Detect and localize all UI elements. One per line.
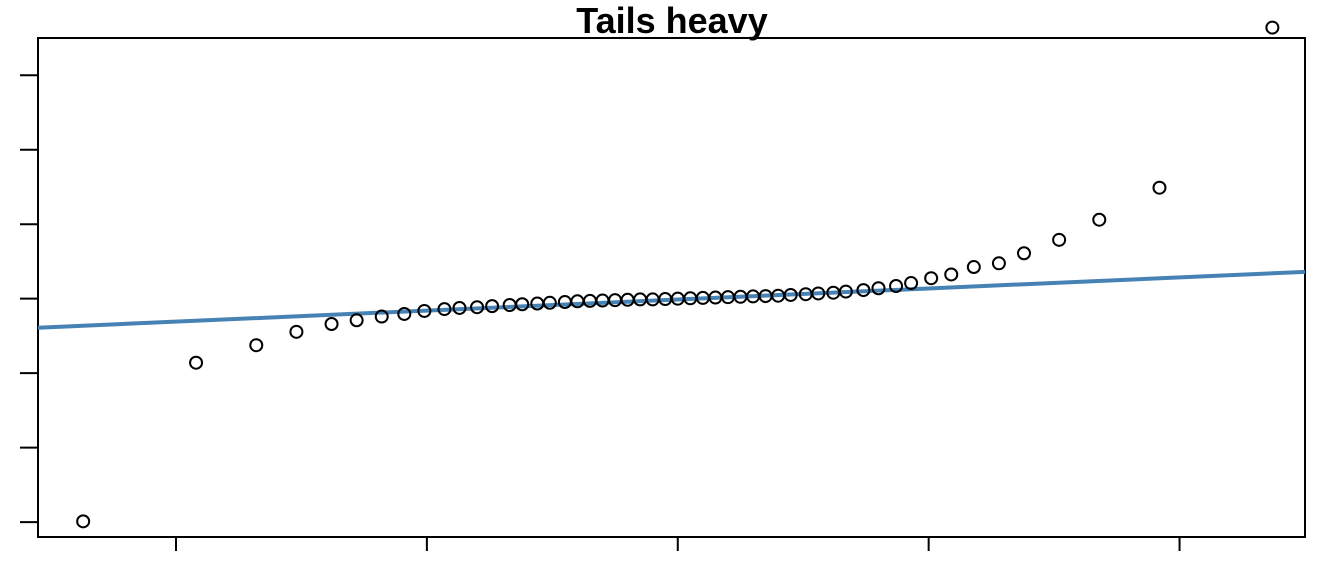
data-point <box>189 355 204 370</box>
data-point <box>289 324 304 339</box>
data-point <box>76 514 91 529</box>
data-point <box>437 302 452 317</box>
data-point <box>838 284 853 299</box>
data-point <box>904 276 919 291</box>
data-point <box>944 267 959 282</box>
data-point <box>811 286 826 301</box>
data-point <box>856 283 871 298</box>
x-axis-ticks <box>174 537 1181 551</box>
data-point <box>966 260 981 275</box>
data-point <box>1152 180 1167 195</box>
data-point <box>374 309 389 324</box>
data-point <box>349 313 364 328</box>
data-point <box>924 271 939 286</box>
data-point <box>530 296 545 311</box>
y-axis-ticks <box>20 74 38 524</box>
data-point <box>397 306 412 321</box>
data-point <box>249 338 264 353</box>
data-point <box>1092 212 1107 227</box>
plot-frame <box>37 37 1306 538</box>
data-point <box>1265 20 1280 35</box>
chart-title: Tails heavy <box>576 0 768 41</box>
data-point <box>485 299 500 314</box>
data-point <box>452 300 467 315</box>
data-point <box>542 295 557 310</box>
data-point <box>417 303 432 318</box>
data-point <box>889 279 904 294</box>
data-point <box>871 281 886 296</box>
points-layer <box>76 20 1280 529</box>
data-point <box>1052 232 1067 247</box>
data-point <box>783 287 798 302</box>
data-point <box>324 316 339 331</box>
data-point <box>515 297 530 312</box>
data-point <box>470 300 485 315</box>
data-point <box>1017 246 1032 261</box>
data-point <box>991 256 1006 271</box>
